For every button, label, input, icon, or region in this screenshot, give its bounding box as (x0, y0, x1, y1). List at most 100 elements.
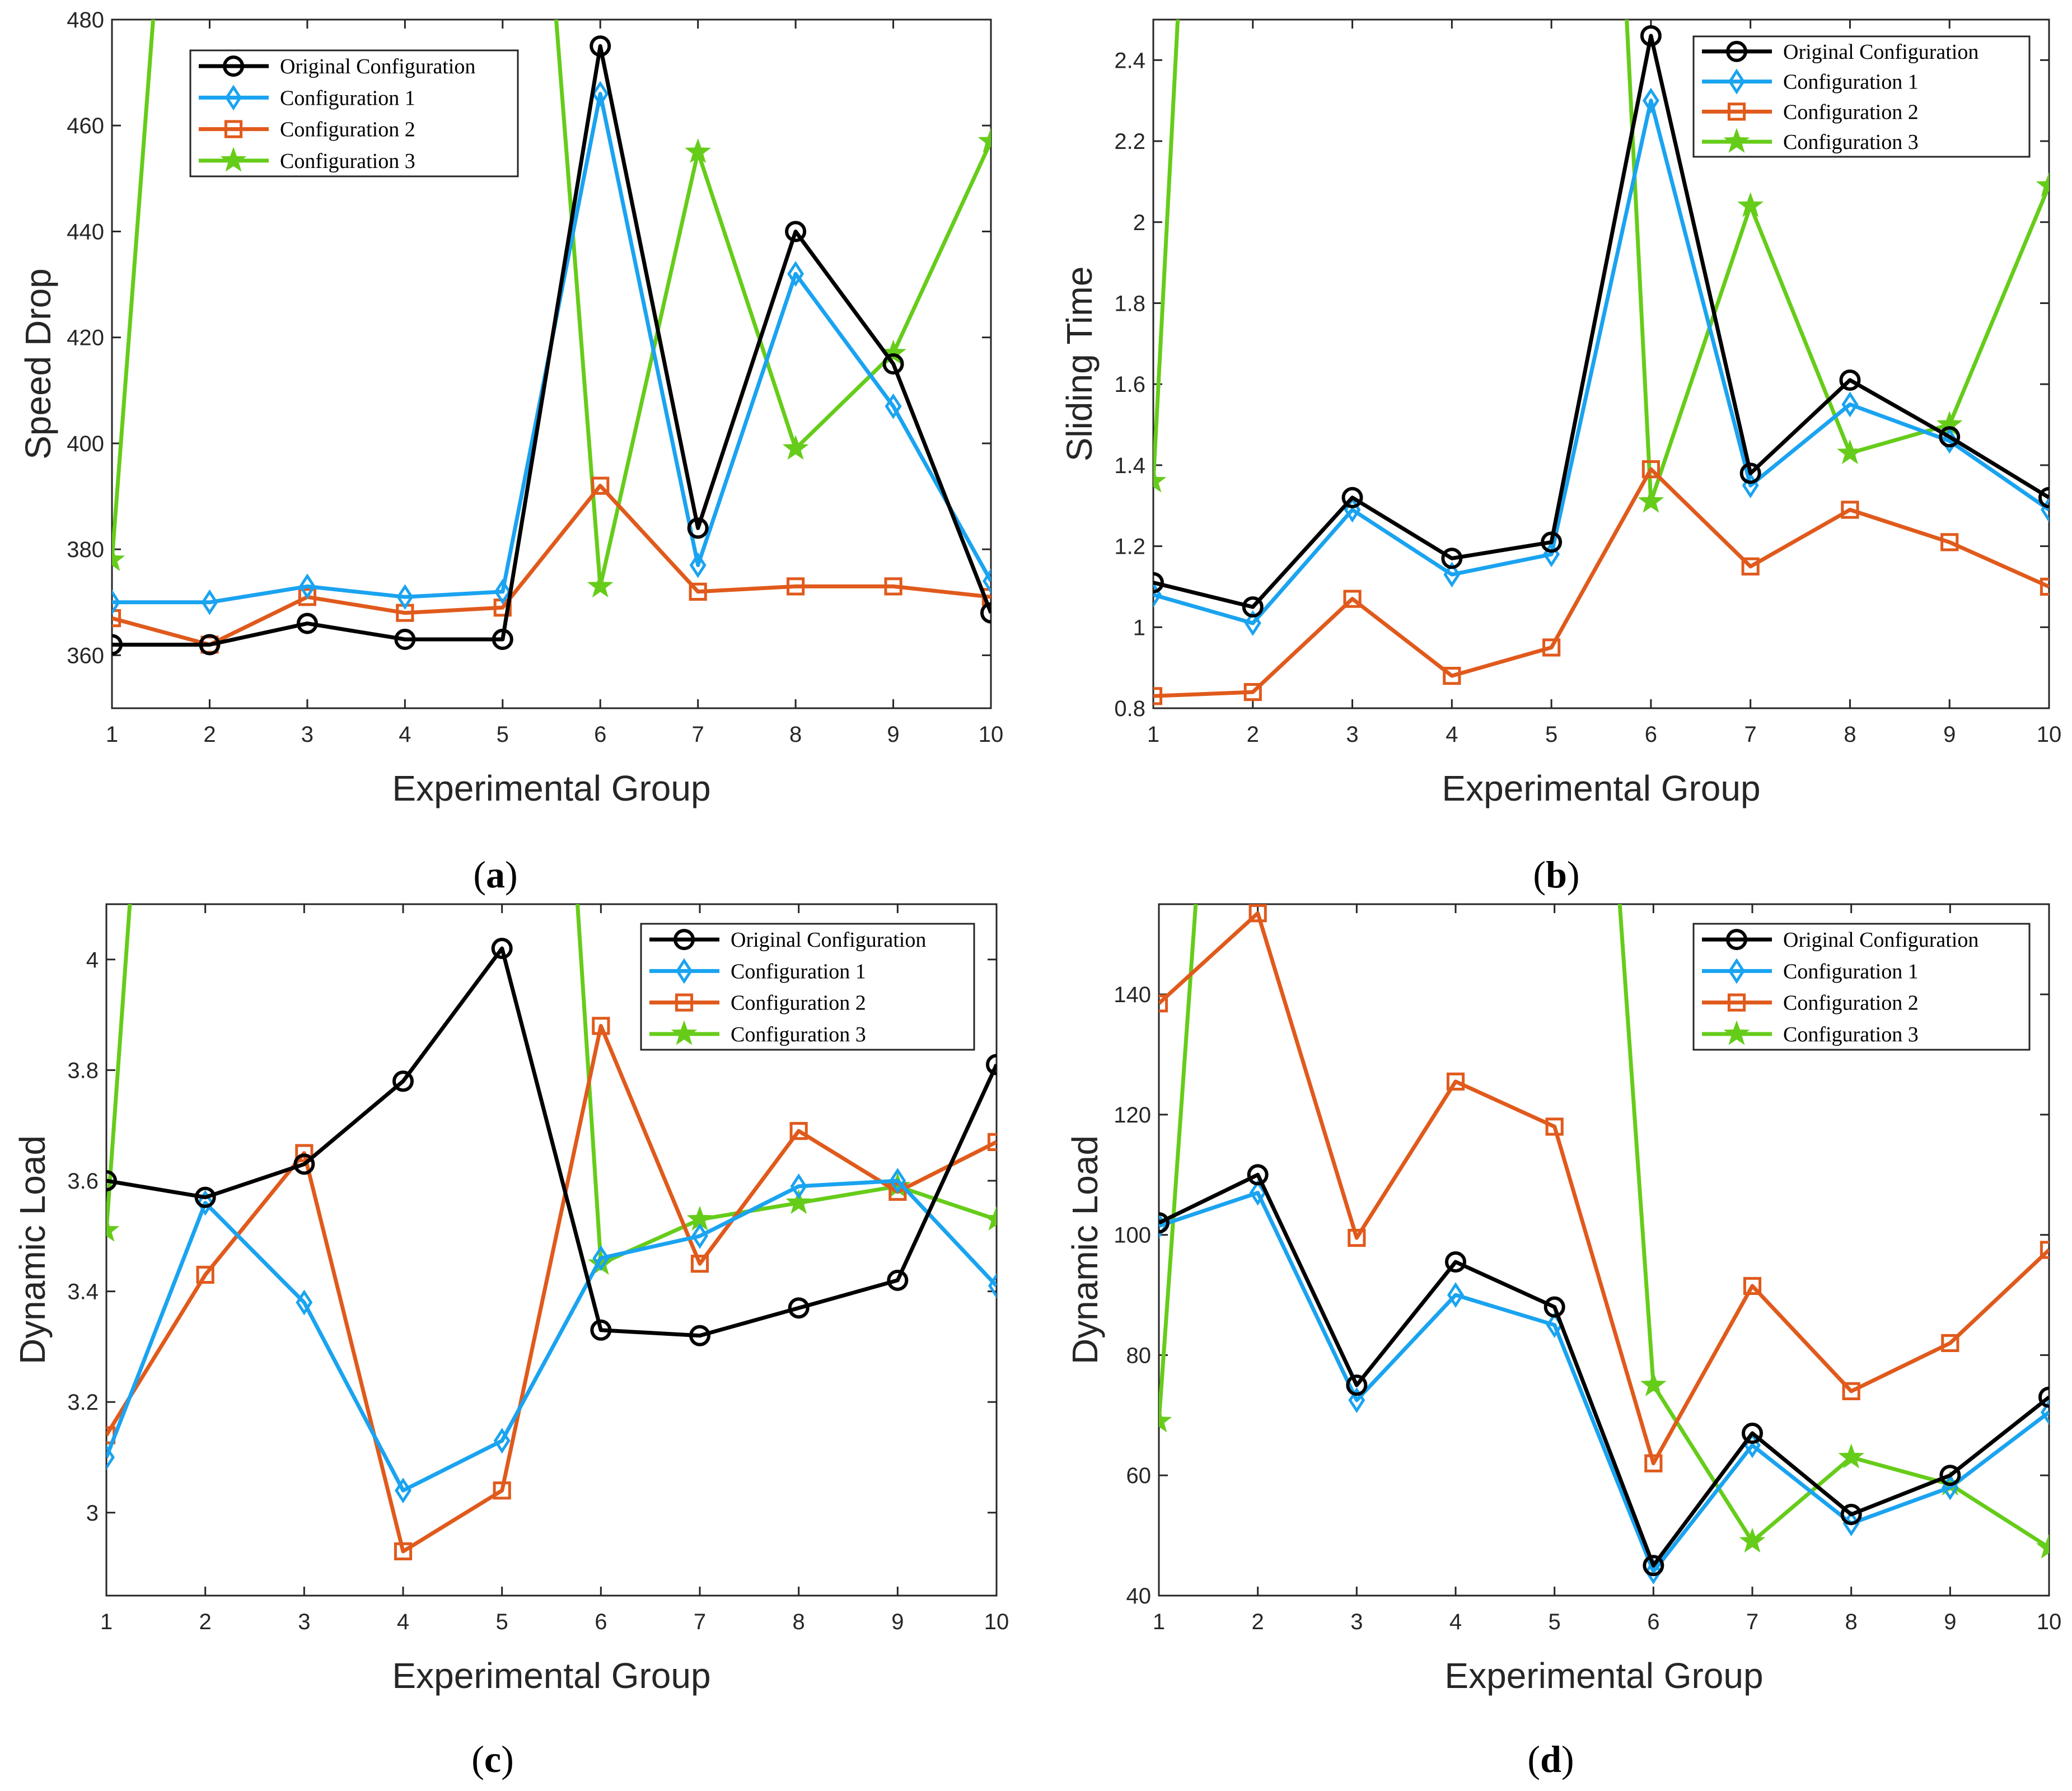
data-point (590, 35, 611, 57)
chart-panel-a: 1 2 3 4 5 6 7 8 9 10 360 380 400 420 440 460 480 Experime… (18, 8, 1003, 896)
legend-box (1692, 923, 2031, 1051)
panel-caption: (c) (471, 1738, 514, 1780)
y-tick-label: 0.8 (1114, 696, 1145, 721)
chart-panel-b: 1 2 3 4 5 6 7 8 9 100.811.21.41.61.822.22.4Experi… (1059, 18, 2062, 896)
legend-label: Original Configuration (280, 55, 475, 78)
data-point (587, 572, 614, 598)
data-point (983, 1205, 997, 1231)
series-line-0 (106, 946, 997, 1338)
data-point (785, 1189, 812, 1214)
data-point (199, 634, 221, 656)
square-marker-icon (675, 993, 694, 1012)
data-point (1743, 1276, 1762, 1296)
data-point (592, 81, 609, 107)
data-point (1244, 610, 1261, 637)
legend-label: Configuration 1 (1783, 71, 1919, 94)
x-tick-label: 8 (793, 1610, 805, 1634)
x-tick-label: 4 (397, 1610, 409, 1634)
legend-label: Configuration 2 (1783, 100, 1919, 124)
data-point (194, 1186, 216, 1208)
series-line-1 (106, 1179, 997, 1493)
data-point (1741, 557, 1760, 576)
data-point (1153, 572, 1164, 593)
y-tick-label: 3.6 (67, 1169, 99, 1194)
x-axis-label: Experimental Group (1442, 768, 1760, 808)
data-point (1941, 1334, 1959, 1353)
x-tick-label: 7 (692, 722, 704, 747)
data-point (1837, 439, 1863, 465)
x-tick-label: 3 (1346, 722, 1358, 747)
data-point (790, 1173, 807, 1199)
x-tick-label: 6 (1645, 722, 1657, 747)
panel-caption: (d) (1527, 1738, 1574, 1780)
y-tick-label: 80 (1126, 1343, 1152, 1368)
data-point (1445, 1251, 1466, 1273)
series-group (1153, 20, 2049, 705)
data-point (689, 582, 707, 601)
x-tick-label: 2 (199, 1610, 212, 1634)
data-point (1153, 687, 1163, 705)
series-line-0 (1159, 1172, 2049, 1568)
series-line-2 (106, 1023, 997, 1554)
x-tick-label: 3 (301, 722, 314, 747)
data-point (201, 589, 218, 615)
legend-label: Configuration 1 (1783, 960, 1919, 983)
series-line-3 (106, 904, 997, 1266)
series-line-3 (1153, 20, 2049, 504)
series-line-2 (1159, 911, 2049, 1466)
circle-marker-icon (673, 929, 695, 951)
data-point (1343, 590, 1362, 608)
x-tick-label: 5 (496, 1610, 508, 1634)
data-point (493, 1481, 511, 1500)
data-point (1441, 548, 1463, 569)
legend: Original Configuration Configuration 1 Con… (1692, 923, 2031, 1051)
data-point (689, 552, 707, 578)
series-line-1 (1159, 1191, 2049, 1574)
legend-label: Configuration 2 (280, 118, 415, 142)
data-point (1840, 1504, 1862, 1526)
y-tick-label: 380 (67, 537, 104, 562)
data-point (787, 261, 805, 287)
data-point (1641, 460, 1660, 479)
data-point (492, 629, 513, 650)
data-point (1346, 1374, 1368, 1396)
y-tick-label: 440 (67, 219, 104, 244)
data-point (1640, 1371, 1667, 1397)
data-point (1841, 501, 1859, 519)
legend-label: Configuration 3 (731, 1023, 866, 1046)
y-tick-label: 2.2 (1114, 129, 1145, 154)
data-point (112, 546, 125, 572)
data-point (112, 634, 123, 656)
legend: Original Configuration Configuration 1 Con… (640, 923, 975, 1051)
data-point (787, 577, 805, 596)
data-point (689, 1325, 710, 1346)
data-point (1939, 426, 1961, 448)
y-tick-label: 1.2 (1114, 535, 1145, 559)
legend-label: Configuration 1 (280, 86, 415, 110)
data-point (1842, 1511, 1860, 1537)
panel-caption: (b) (1533, 853, 1579, 896)
data-point (1640, 25, 1662, 46)
series-group (106, 904, 997, 1561)
y-tick-label: 3.4 (67, 1280, 99, 1304)
data-point (1443, 562, 1461, 588)
data-point (1249, 1180, 1266, 1206)
x-tick-label: 8 (789, 722, 802, 747)
series-line-2 (1153, 467, 2049, 698)
data-point (789, 1121, 808, 1140)
data-point (2041, 1399, 2049, 1425)
y-tick-label: 400 (67, 432, 104, 456)
square-marker-icon (1727, 993, 1746, 1012)
y-tick-label: 40 (1126, 1584, 1152, 1608)
x-tick-label: 3 (298, 1610, 310, 1634)
data-point (885, 393, 902, 419)
x-tick-label: 1 (1153, 1610, 1165, 1634)
data-point (1341, 487, 1363, 508)
data-point (788, 1297, 810, 1319)
data-point (106, 1444, 115, 1470)
data-point (2038, 487, 2049, 508)
series-line-1 (1153, 99, 2049, 625)
x-tick-label: 10 (2037, 722, 2062, 747)
series-line-2 (112, 484, 991, 647)
